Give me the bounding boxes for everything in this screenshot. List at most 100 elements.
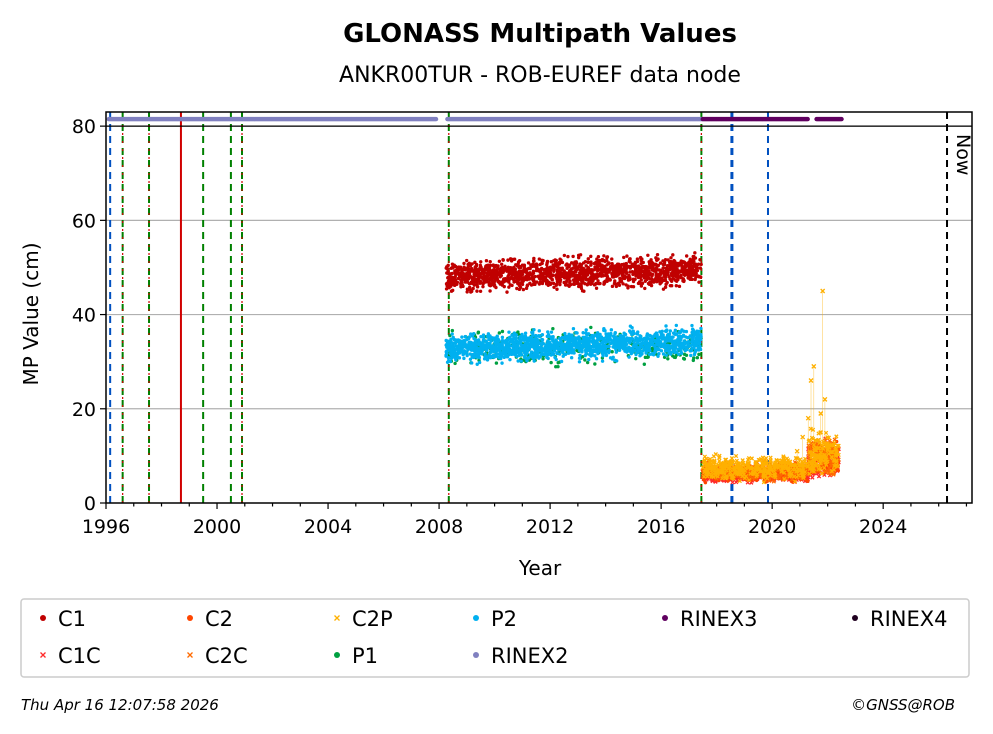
point-c1 — [515, 272, 520, 276]
point-p2 — [668, 338, 673, 342]
point-c1 — [651, 279, 656, 283]
point-c1 — [586, 260, 590, 265]
point-p1 — [551, 327, 555, 331]
point-p1 — [450, 328, 455, 333]
point-c1 — [602, 254, 606, 258]
point-c1 — [648, 261, 653, 266]
point-c1 — [576, 281, 580, 286]
point-p2 — [569, 355, 574, 360]
point-p2 — [614, 350, 619, 354]
point-c1 — [571, 266, 575, 270]
point-p1 — [556, 364, 560, 369]
point-c1 — [571, 254, 575, 259]
point-c1 — [572, 262, 576, 267]
point-p2 — [683, 348, 687, 353]
point-c1 — [500, 262, 504, 266]
point-c1 — [508, 269, 512, 274]
point-c1 — [565, 262, 569, 266]
point-c1 — [479, 275, 483, 279]
point-p2 — [460, 335, 464, 339]
point-p2 — [485, 358, 490, 362]
point-c2p — [713, 452, 718, 457]
point-c1 — [589, 254, 593, 259]
point-c1 — [578, 277, 583, 281]
point-p2 — [462, 356, 466, 361]
point-c1 — [556, 264, 560, 268]
point-p1 — [681, 356, 686, 361]
point-c1 — [610, 261, 614, 266]
point-c1 — [639, 269, 643, 273]
point-c1 — [690, 271, 695, 275]
point-p2 — [469, 361, 474, 365]
point-c1 — [607, 270, 611, 274]
point-c1 — [478, 289, 483, 293]
point-c1 — [481, 284, 485, 289]
point-p2 — [630, 336, 634, 341]
point-c1 — [608, 266, 613, 270]
point-p2 — [517, 340, 521, 344]
point-c2p — [729, 456, 735, 461]
point-p1 — [549, 360, 553, 365]
point-p2 — [641, 349, 645, 353]
point-c1 — [666, 258, 670, 262]
point-c1 — [620, 273, 625, 278]
point-p2 — [516, 359, 520, 363]
point-c1 — [538, 270, 543, 274]
point-c1 — [669, 278, 673, 282]
point-c1 — [582, 289, 586, 293]
point-c1 — [499, 281, 504, 285]
point-c1 — [671, 253, 675, 257]
point-c1 — [455, 280, 460, 285]
point-c1 — [541, 258, 545, 263]
point-p1 — [593, 362, 597, 366]
point-p2 — [554, 357, 558, 362]
point-c1 — [520, 282, 525, 287]
point-c1 — [625, 254, 629, 258]
point-c1 — [450, 262, 455, 266]
point-p2 — [600, 359, 605, 363]
point-c1 — [525, 283, 530, 287]
data-points — [106, 116, 844, 485]
point-c1 — [488, 259, 492, 264]
point-c1 — [611, 270, 615, 275]
point-c2 — [703, 480, 708, 485]
point-c1 — [618, 264, 623, 269]
point-c1 — [501, 258, 505, 262]
point-c1 — [521, 287, 526, 292]
point-c1 — [636, 264, 641, 268]
point-c1 — [648, 280, 652, 285]
point-c1 — [485, 267, 489, 271]
point-c1 — [506, 258, 510, 262]
point-p2 — [695, 333, 700, 337]
point-c1 — [558, 282, 562, 287]
point-c1 — [532, 256, 536, 261]
point-p2 — [500, 335, 505, 340]
point-c1 — [695, 263, 699, 267]
point-p2 — [557, 336, 562, 341]
point-c1 — [689, 276, 693, 281]
point-c1 — [698, 266, 703, 270]
point-p2 — [538, 354, 542, 359]
point-c1 — [530, 264, 535, 269]
point-p2 — [697, 341, 701, 345]
point-c1 — [567, 263, 572, 267]
point-c1 — [520, 272, 525, 277]
point-c1 — [605, 277, 610, 282]
now-label: Now — [952, 134, 974, 175]
point-p2 — [532, 328, 536, 332]
point-c1 — [643, 286, 647, 291]
point-c1 — [585, 277, 589, 282]
point-c1 — [526, 261, 531, 265]
point-c1 — [617, 262, 621, 266]
point-p2 — [460, 339, 465, 343]
point-p2 — [691, 343, 696, 347]
point-c1 — [551, 263, 555, 267]
point-c1 — [528, 266, 532, 271]
point-c1 — [614, 265, 619, 270]
point-p1 — [494, 361, 499, 365]
point-p2 — [636, 330, 640, 334]
point-c1 — [549, 260, 554, 264]
series-p2 — [444, 323, 703, 366]
point-c2p — [749, 456, 754, 461]
